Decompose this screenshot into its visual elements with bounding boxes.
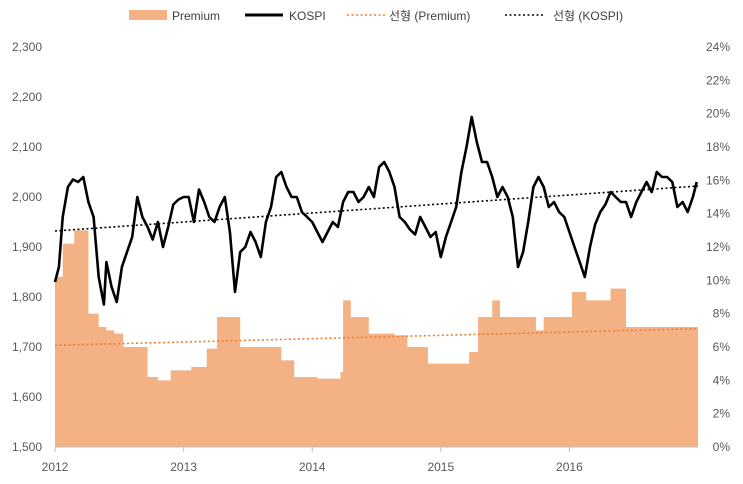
left-tick-label: 2,100: [12, 140, 42, 154]
premium-area-series: [55, 230, 698, 447]
left-tick-label: 1,500: [12, 440, 42, 454]
x-tick-label: 2012: [42, 460, 69, 474]
legend-swatch-premium: [129, 10, 167, 20]
right-tick-label: 16%: [706, 173, 730, 187]
legend-label: 선형 (Premium): [389, 9, 470, 23]
trendlines: [54, 185, 699, 347]
right-axis-ticks: 0% 2% 4% 6% 8% 10% 12% 14% 16% 18% 20% 22% 24%: [706, 40, 730, 454]
left-tick-label: 2,300: [12, 40, 42, 54]
legend-label: KOSPI: [289, 9, 326, 23]
x-tick-label: 2014: [299, 460, 326, 474]
right-tick-label: 24%: [706, 40, 730, 54]
premium-trendline: [54, 327, 699, 347]
left-axis-ticks: 1,500 1,600 1,700 1,800 1,900 2,000 2,100 2,200…: [12, 40, 42, 454]
right-tick-label: 0%: [713, 440, 731, 454]
x-tick-label: 2016: [556, 460, 583, 474]
x-tick-label: 2015: [427, 460, 454, 474]
legend: Premium KOSPI 선형 (Premium) 선형 (KOSPI): [129, 9, 623, 23]
legend-item: 선형 (Premium): [347, 9, 470, 23]
legend-label: 선형 (KOSPI): [553, 9, 623, 23]
right-tick-label: 4%: [713, 373, 731, 387]
left-tick-label: 2,200: [12, 90, 42, 104]
right-tick-label: 6%: [713, 340, 731, 354]
left-tick-label: 1,900: [12, 240, 42, 254]
kospi-line: [53, 115, 698, 306]
right-tick-label: 18%: [706, 140, 730, 154]
right-tick-label: 2%: [713, 407, 731, 421]
left-tick-label: 2,000: [12, 190, 42, 204]
kospi-trendline: [54, 185, 699, 232]
right-tick-label: 14%: [706, 207, 730, 221]
left-tick-label: 1,600: [12, 390, 42, 404]
x-axis-ticks: 2012 2013 2014 2015 2016: [42, 447, 583, 474]
right-tick-label: 12%: [706, 240, 730, 254]
premium-area: [55, 230, 698, 447]
right-tick-label: 22%: [706, 73, 730, 87]
legend-label: Premium: [172, 9, 220, 23]
legend-item: KOSPI: [245, 9, 326, 23]
right-tick-label: 10%: [706, 273, 730, 287]
right-tick-label: 8%: [713, 307, 731, 321]
x-tick-label: 2013: [170, 460, 197, 474]
left-tick-label: 1,800: [12, 290, 42, 304]
legend-item: 선형 (KOSPI): [505, 9, 623, 23]
legend-item: Premium: [129, 9, 220, 23]
left-tick-label: 1,700: [12, 340, 42, 354]
right-tick-label: 20%: [706, 107, 730, 121]
kospi-line-series: [53, 115, 698, 306]
